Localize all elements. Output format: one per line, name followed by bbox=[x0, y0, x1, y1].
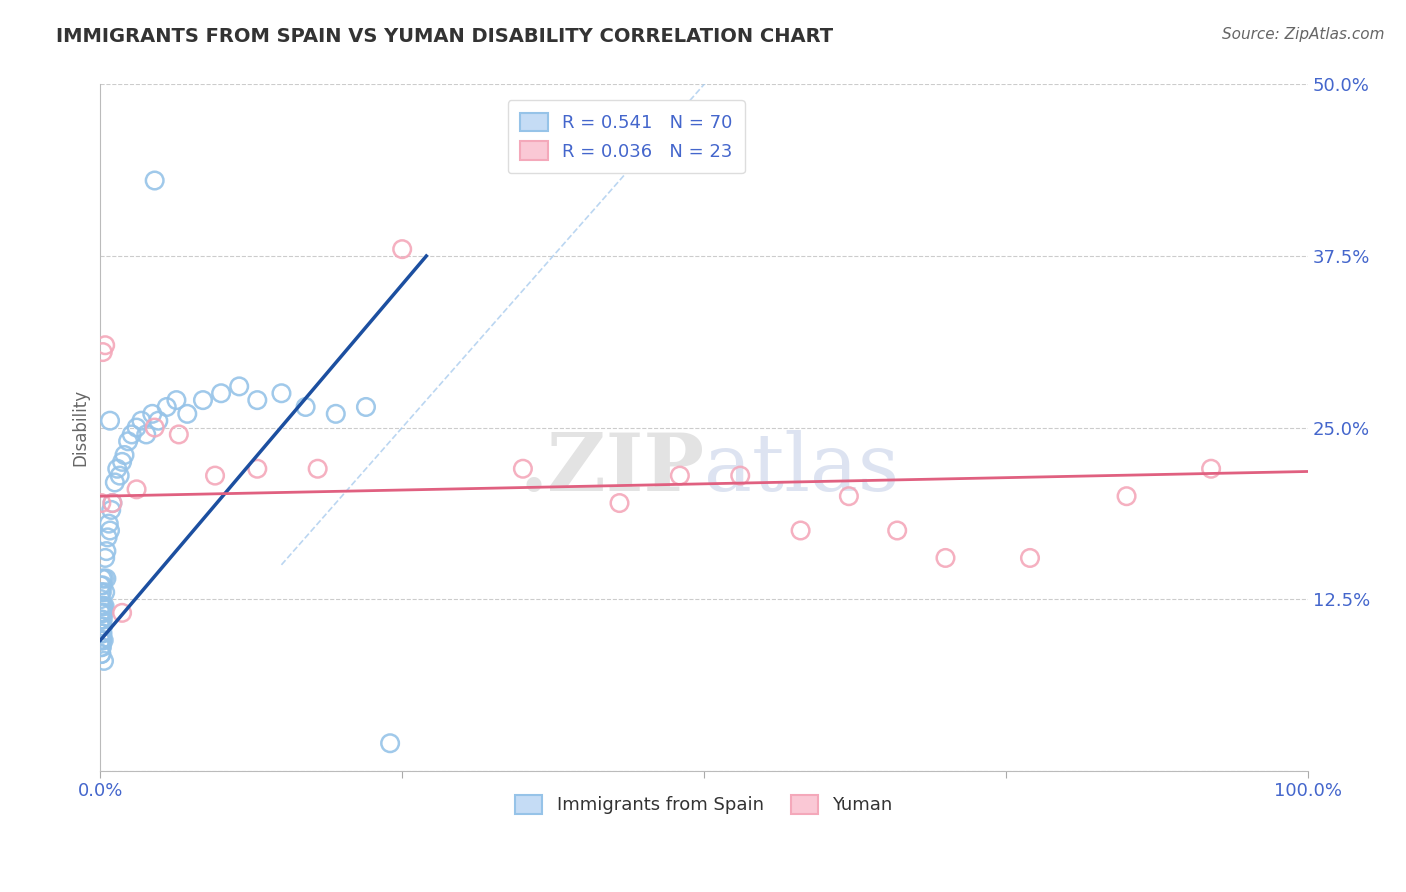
Point bbox=[90, 613, 112, 627]
Point bbox=[90, 585, 112, 599]
Point bbox=[135, 427, 157, 442]
Point bbox=[90, 640, 112, 655]
Point bbox=[378, 736, 401, 750]
Point bbox=[97, 530, 120, 544]
Point bbox=[728, 468, 751, 483]
Point bbox=[90, 619, 112, 633]
Point bbox=[90, 599, 112, 613]
Point bbox=[93, 633, 115, 648]
Text: IMMIGRANTS FROM SPAIN VS YUMAN DISABILITY CORRELATION CHART: IMMIGRANTS FROM SPAIN VS YUMAN DISABILIT… bbox=[56, 27, 834, 45]
Point bbox=[90, 633, 112, 648]
Point bbox=[90, 613, 112, 627]
Point bbox=[93, 599, 115, 613]
Point bbox=[167, 427, 190, 442]
Point bbox=[131, 414, 153, 428]
Point bbox=[209, 386, 232, 401]
Point bbox=[90, 619, 112, 633]
Point bbox=[246, 393, 269, 408]
Point bbox=[121, 427, 143, 442]
Point bbox=[204, 468, 226, 483]
Point bbox=[114, 448, 136, 462]
Point bbox=[96, 572, 118, 586]
Point bbox=[108, 468, 131, 483]
Point bbox=[91, 572, 114, 586]
Point bbox=[94, 338, 117, 352]
Point bbox=[93, 654, 115, 668]
Point bbox=[117, 434, 139, 449]
Point bbox=[90, 578, 112, 592]
Point bbox=[94, 585, 117, 599]
Point bbox=[100, 503, 122, 517]
Point bbox=[91, 619, 114, 633]
Point bbox=[91, 626, 114, 640]
Point bbox=[90, 585, 112, 599]
Point bbox=[143, 420, 166, 434]
Point bbox=[90, 640, 112, 655]
Point bbox=[90, 626, 112, 640]
Text: atlas: atlas bbox=[704, 430, 900, 508]
Point bbox=[934, 551, 956, 566]
Point bbox=[91, 633, 114, 648]
Point bbox=[96, 544, 118, 558]
Point bbox=[90, 606, 112, 620]
Point bbox=[125, 420, 148, 434]
Point bbox=[141, 407, 163, 421]
Point bbox=[1019, 551, 1042, 566]
Point bbox=[91, 619, 114, 633]
Point bbox=[90, 592, 112, 607]
Point bbox=[1115, 489, 1137, 503]
Point bbox=[90, 496, 112, 510]
Point bbox=[111, 606, 134, 620]
Point bbox=[789, 524, 811, 538]
Point bbox=[1199, 461, 1222, 475]
Point bbox=[156, 400, 179, 414]
Point bbox=[354, 400, 377, 414]
Y-axis label: Disability: Disability bbox=[72, 389, 89, 467]
Point bbox=[307, 461, 329, 475]
Point bbox=[165, 393, 187, 408]
Point bbox=[609, 496, 631, 510]
Point bbox=[228, 379, 250, 393]
Point bbox=[93, 606, 115, 620]
Point bbox=[125, 483, 148, 497]
Point bbox=[143, 173, 166, 187]
Point bbox=[101, 496, 124, 510]
Point bbox=[512, 461, 534, 475]
Point bbox=[91, 599, 114, 613]
Point bbox=[93, 572, 115, 586]
Point bbox=[91, 606, 114, 620]
Point bbox=[111, 455, 134, 469]
Point bbox=[90, 626, 112, 640]
Point bbox=[294, 400, 316, 414]
Point bbox=[105, 461, 128, 475]
Point bbox=[93, 599, 115, 613]
Point bbox=[191, 393, 214, 408]
Point bbox=[90, 647, 112, 661]
Point bbox=[91, 345, 114, 359]
Point bbox=[246, 461, 269, 475]
Point bbox=[101, 496, 124, 510]
Legend: Immigrants from Spain, Yuman: Immigrants from Spain, Yuman bbox=[506, 786, 901, 823]
Point bbox=[176, 407, 198, 421]
Text: Source: ZipAtlas.com: Source: ZipAtlas.com bbox=[1222, 27, 1385, 42]
Point bbox=[90, 633, 112, 648]
Point bbox=[270, 386, 292, 401]
Point bbox=[91, 578, 114, 592]
Point bbox=[325, 407, 347, 421]
Point bbox=[838, 489, 860, 503]
Point bbox=[97, 516, 120, 531]
Point bbox=[104, 475, 127, 490]
Point bbox=[90, 647, 112, 661]
Point bbox=[886, 524, 908, 538]
Point bbox=[669, 468, 692, 483]
Point bbox=[148, 414, 170, 428]
Point bbox=[98, 414, 121, 428]
Point bbox=[90, 633, 112, 648]
Point bbox=[91, 613, 114, 627]
Point bbox=[90, 606, 112, 620]
Point bbox=[391, 242, 413, 256]
Text: .ZIP: .ZIP bbox=[519, 430, 704, 508]
Point bbox=[98, 524, 121, 538]
Point bbox=[94, 551, 117, 566]
